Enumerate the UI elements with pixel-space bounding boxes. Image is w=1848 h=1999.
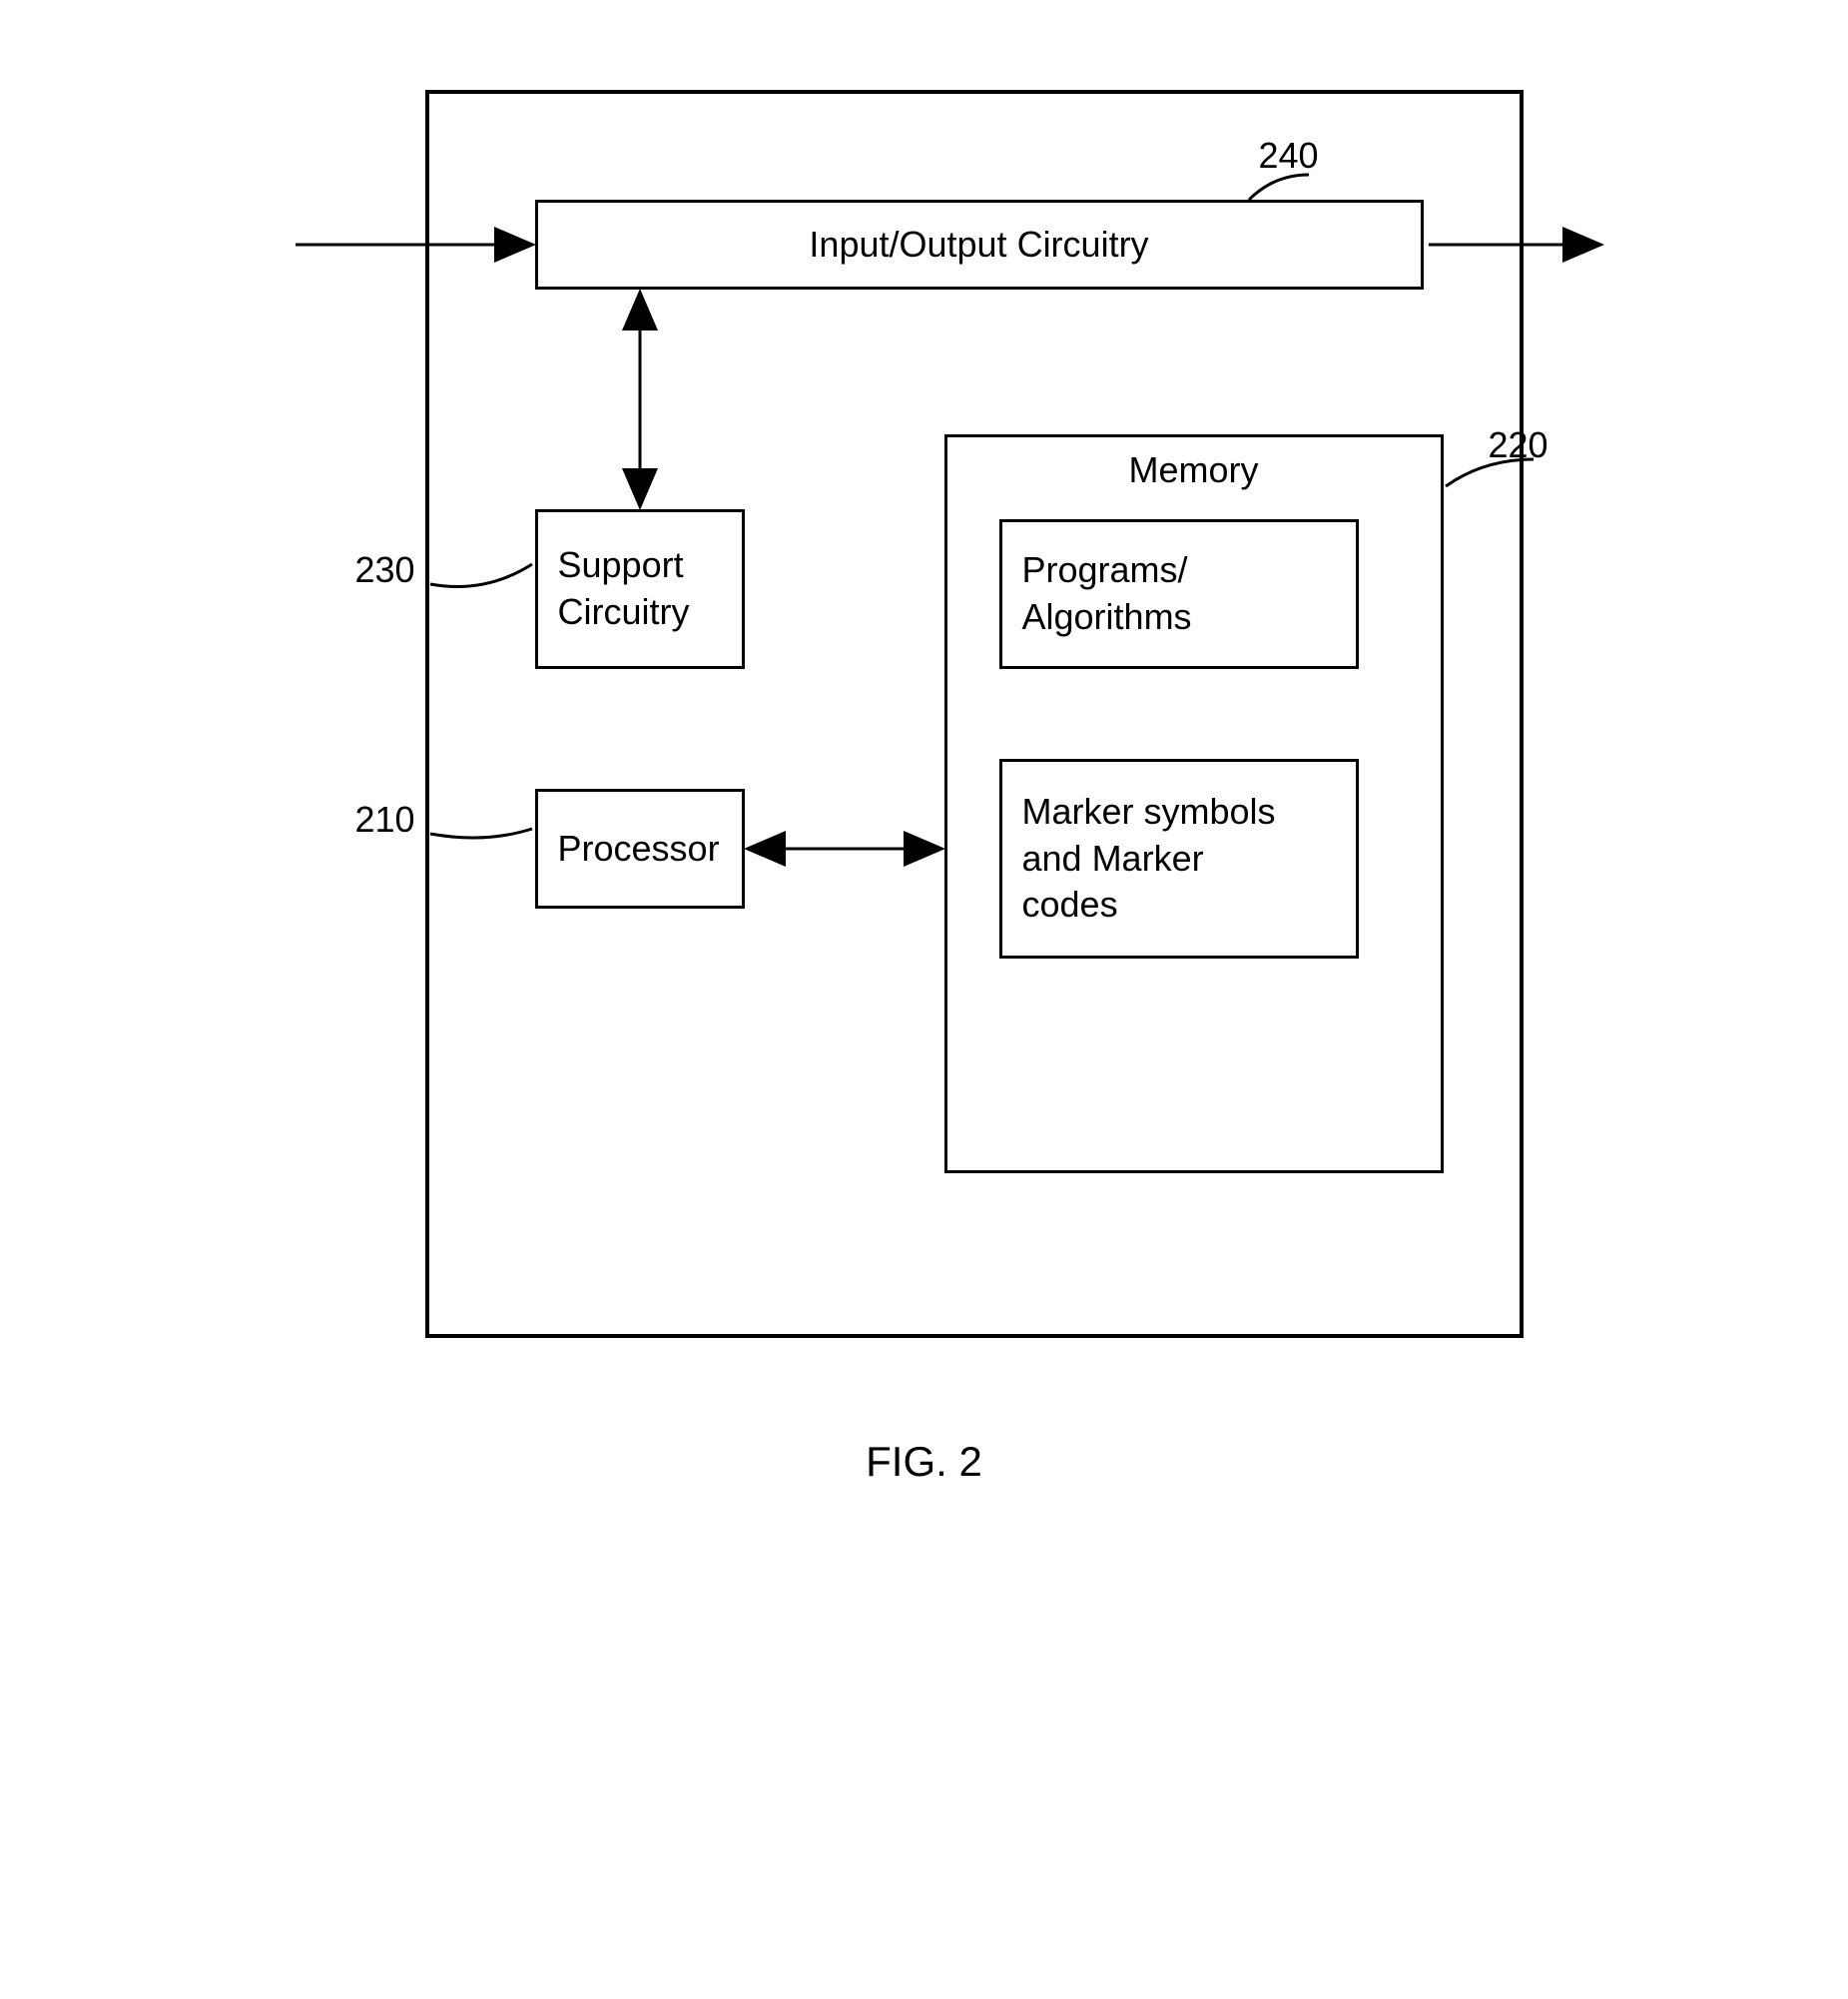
leader-230 [430, 564, 532, 587]
figure-caption: FIG. 2 [226, 1438, 1623, 1486]
leader-210 [430, 829, 532, 838]
leader-240 [1249, 175, 1309, 200]
block-diagram: Input/Output Circuitry SupportCircuitry … [226, 40, 1623, 1538]
arrows-overlay [226, 40, 1623, 1388]
leader-220 [1446, 459, 1534, 486]
